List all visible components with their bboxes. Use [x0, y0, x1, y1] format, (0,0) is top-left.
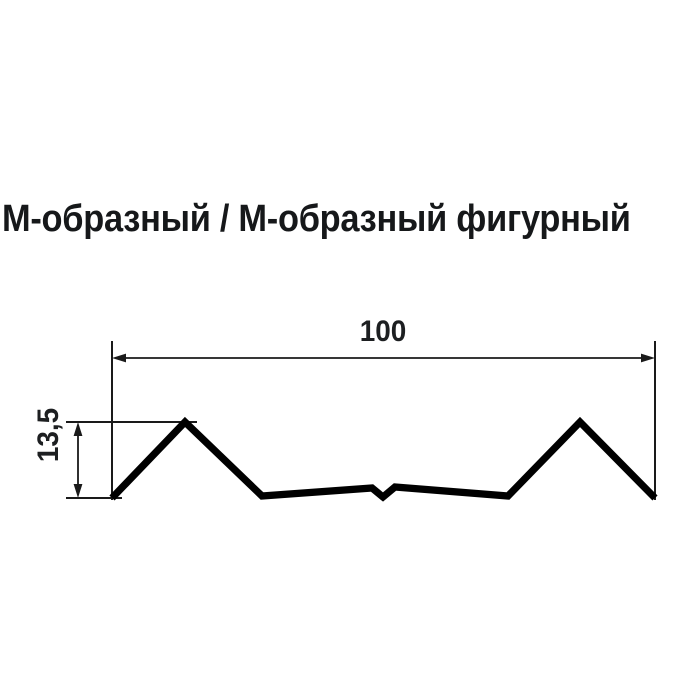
width-arrow-right-icon: [641, 353, 655, 363]
page-title: М-образный / М-образный фигурный: [2, 198, 631, 240]
width-arrow-left-icon: [112, 353, 126, 363]
height-dimension-label: 13,5: [32, 407, 65, 463]
profile-outline: [109, 416, 658, 502]
height-arrow-bottom-icon: [73, 484, 83, 498]
height-arrow-top-icon: [73, 422, 83, 436]
width-dimension-label: 100: [359, 315, 407, 348]
